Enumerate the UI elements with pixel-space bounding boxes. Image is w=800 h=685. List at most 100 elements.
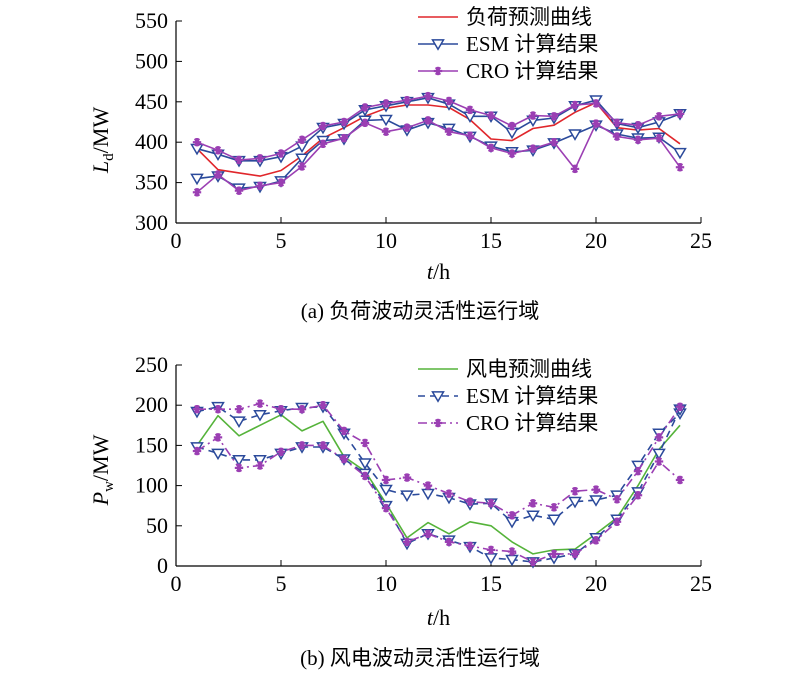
data-point <box>423 529 433 539</box>
data-point <box>570 549 580 559</box>
data-point <box>234 405 244 414</box>
data-point <box>507 547 517 556</box>
x-tick-label: 15 <box>480 571 502 596</box>
data-point <box>675 402 685 412</box>
y-tick-label: 200 <box>135 392 168 417</box>
data-point <box>381 503 391 513</box>
data-point <box>402 123 412 132</box>
data-point <box>318 139 328 149</box>
data-point <box>381 475 391 485</box>
data-point <box>232 454 246 467</box>
x-tick-label: 20 <box>585 571 607 596</box>
data-point <box>421 488 435 501</box>
y-tick-label: 550 <box>135 8 168 33</box>
data-point <box>360 118 370 128</box>
data-point <box>633 121 643 130</box>
y-tick-label: 350 <box>135 170 168 195</box>
data-point <box>547 514 561 527</box>
data-point <box>213 405 223 414</box>
data-point <box>358 458 372 470</box>
data-point <box>654 457 664 466</box>
x-axis-label-symbol: t <box>427 605 434 630</box>
data-point <box>253 409 267 422</box>
data-point <box>528 111 538 120</box>
legend-item: ESM 计算结果 <box>418 32 598 56</box>
data-point <box>297 405 307 414</box>
data-point <box>465 131 475 140</box>
y-axis-label-subscript: w <box>101 481 117 492</box>
data-point <box>465 497 475 506</box>
legend-item: 负荷预测曲线 <box>418 5 592 29</box>
x-tick-label: 5 <box>276 228 287 253</box>
y-tick-label: 300 <box>135 210 168 235</box>
y-axis-label-unit: /MW <box>88 434 113 481</box>
data-point <box>423 116 433 125</box>
data-point <box>234 463 244 473</box>
data-point <box>675 109 685 119</box>
data-point <box>654 433 664 442</box>
y-tick-label: 500 <box>135 48 168 73</box>
data-point <box>486 111 496 120</box>
data-point <box>379 114 393 127</box>
data-point <box>612 132 622 141</box>
data-point <box>675 163 685 172</box>
data-point <box>570 164 580 174</box>
data-point <box>612 118 622 128</box>
data-point <box>253 454 267 467</box>
x-tick-label: 15 <box>480 228 502 253</box>
data-point <box>591 99 601 108</box>
data-point <box>318 121 328 131</box>
data-point <box>379 484 393 497</box>
y-axis-label: Ld/MW <box>88 107 117 174</box>
data-point <box>591 536 601 545</box>
data-point <box>276 149 286 158</box>
data-point <box>211 448 225 461</box>
data-point <box>360 438 370 448</box>
x-axis-label: t/h <box>427 259 450 284</box>
data-point <box>549 112 559 121</box>
data-point <box>381 127 391 136</box>
legend: 负荷预测曲线 ESM 计算结果 CRO 计算结果 <box>418 5 598 83</box>
data-point <box>675 475 685 485</box>
data-point <box>192 188 202 197</box>
data-point <box>400 490 414 502</box>
data-point <box>444 537 454 547</box>
data-point <box>318 401 328 410</box>
y-axis-label-subscript: d <box>101 153 117 161</box>
data-point <box>255 461 265 470</box>
data-point <box>507 121 517 131</box>
legend-label: ESM 计算结果 <box>466 32 598 56</box>
y-axis-label-symbol: L <box>88 161 113 174</box>
data-point <box>633 135 643 144</box>
data-point <box>402 473 412 482</box>
data-point <box>339 426 349 436</box>
data-point <box>192 405 202 414</box>
data-point <box>612 517 622 526</box>
data-point <box>192 446 202 456</box>
legend-item: ESM 计算结果 <box>418 384 598 408</box>
data-point <box>192 138 202 147</box>
y-tick-label: 100 <box>135 473 168 498</box>
x-tick-label: 25 <box>690 228 712 253</box>
data-point <box>444 96 454 106</box>
data-point <box>297 135 307 144</box>
data-point <box>673 147 687 160</box>
data-point <box>633 466 643 476</box>
series-4 <box>192 116 685 197</box>
legend-label: CRO 计算结果 <box>466 59 598 83</box>
data-point <box>295 153 309 166</box>
x-tick-label: 25 <box>690 571 712 596</box>
y-axis-label: Pw/MW <box>88 434 117 506</box>
data-point <box>528 557 538 567</box>
x-axis-label-symbol: t <box>427 259 434 284</box>
x-tick-label: 10 <box>375 571 397 596</box>
data-point <box>528 144 538 153</box>
data-point <box>570 100 580 110</box>
data-point <box>528 499 538 508</box>
data-point <box>381 99 391 108</box>
data-point <box>549 503 559 512</box>
legend-item: 风电预测曲线 <box>418 357 592 381</box>
data-point <box>339 133 349 143</box>
chart-panel-a: 300 350 400 450 500 550 0 5 10 15 20 25 Ld/MW t/h (a) … <box>88 5 712 323</box>
data-point <box>423 91 433 101</box>
